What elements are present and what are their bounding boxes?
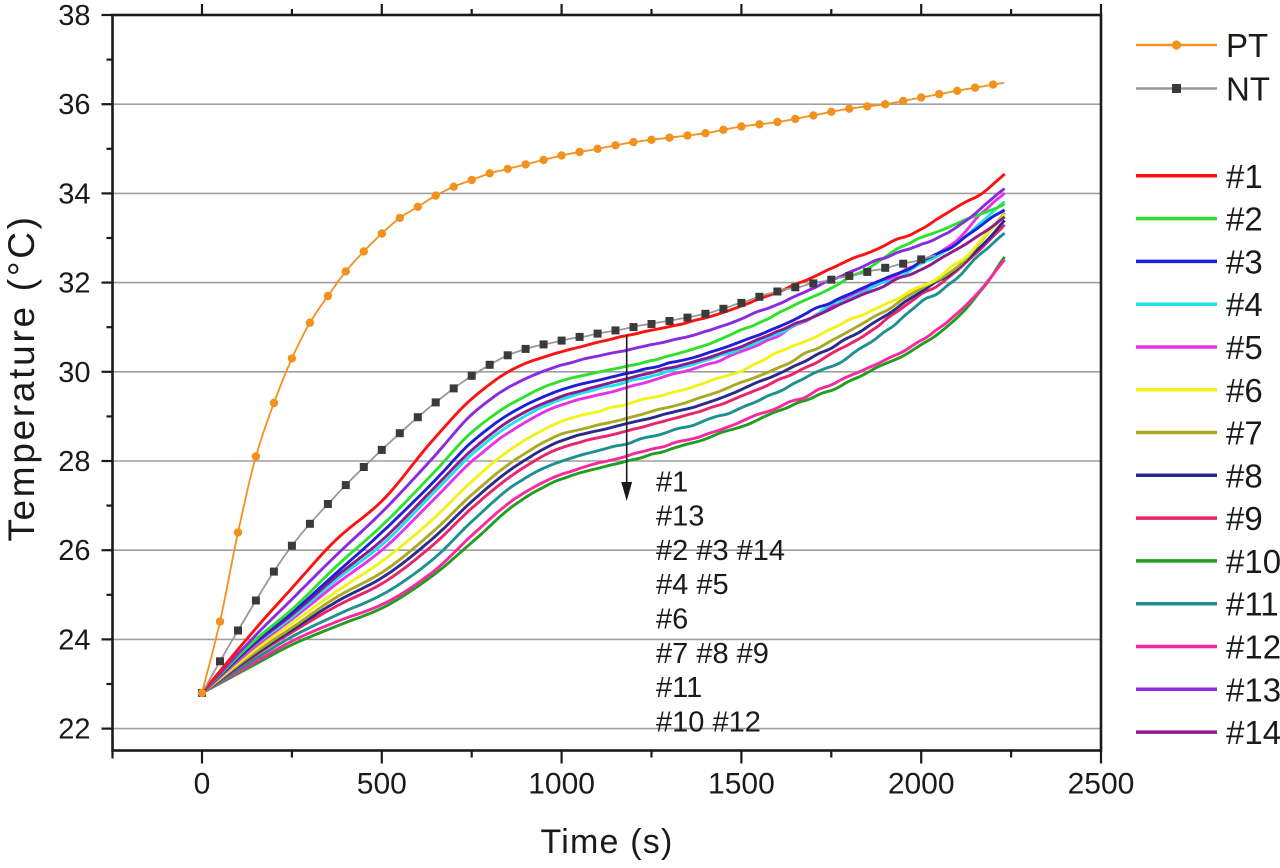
svg-text:#10: #10 [1226,543,1280,580]
svg-text:#1: #1 [1226,158,1263,195]
svg-text:#13: #13 [656,501,704,533]
svg-text:#5: #5 [1226,329,1263,366]
svg-text:#2: #2 [1226,201,1263,238]
svg-text:#6: #6 [656,604,688,636]
svg-text:30: 30 [58,357,90,389]
svg-text:#11: #11 [656,672,702,704]
svg-text:2500: 2500 [1068,768,1135,801]
svg-text:#10 #12: #10 #12 [656,706,761,738]
svg-text:#12: #12 [1226,629,1280,666]
svg-text:#8: #8 [1226,457,1263,494]
svg-text:#9: #9 [1226,500,1263,537]
svg-text:0: 0 [194,768,211,801]
svg-text:#2 #3 #14: #2 #3 #14 [656,535,785,567]
svg-text:32: 32 [58,268,90,300]
svg-text:PT: PT [1226,27,1268,64]
svg-text:500: 500 [357,768,407,801]
svg-text:1500: 1500 [708,768,775,801]
svg-text:#1: #1 [656,466,688,498]
svg-text:26: 26 [58,535,90,567]
svg-text:2000: 2000 [888,768,955,801]
svg-text:1000: 1000 [528,768,595,801]
svg-text:#14: #14 [1226,714,1280,751]
svg-text:38: 38 [58,0,90,32]
svg-text:#7: #7 [1226,415,1263,452]
svg-text:Time (s): Time (s) [541,823,674,861]
svg-text:#4 #5: #4 #5 [656,569,729,601]
svg-text:Temperature (°C): Temperature (°C) [1,214,42,541]
svg-text:#4: #4 [1226,286,1263,323]
svg-text:#6: #6 [1226,372,1263,409]
svg-text:#7 #8 #9: #7 #8 #9 [656,638,769,670]
svg-text:NT: NT [1226,71,1270,108]
svg-text:36: 36 [58,89,90,121]
svg-text:#11: #11 [1226,586,1279,623]
svg-text:24: 24 [58,624,90,656]
svg-text:22: 22 [58,714,90,746]
svg-text:#13: #13 [1226,671,1280,708]
svg-text:#3: #3 [1226,243,1263,280]
svg-text:34: 34 [58,178,90,210]
svg-text:28: 28 [58,446,90,478]
